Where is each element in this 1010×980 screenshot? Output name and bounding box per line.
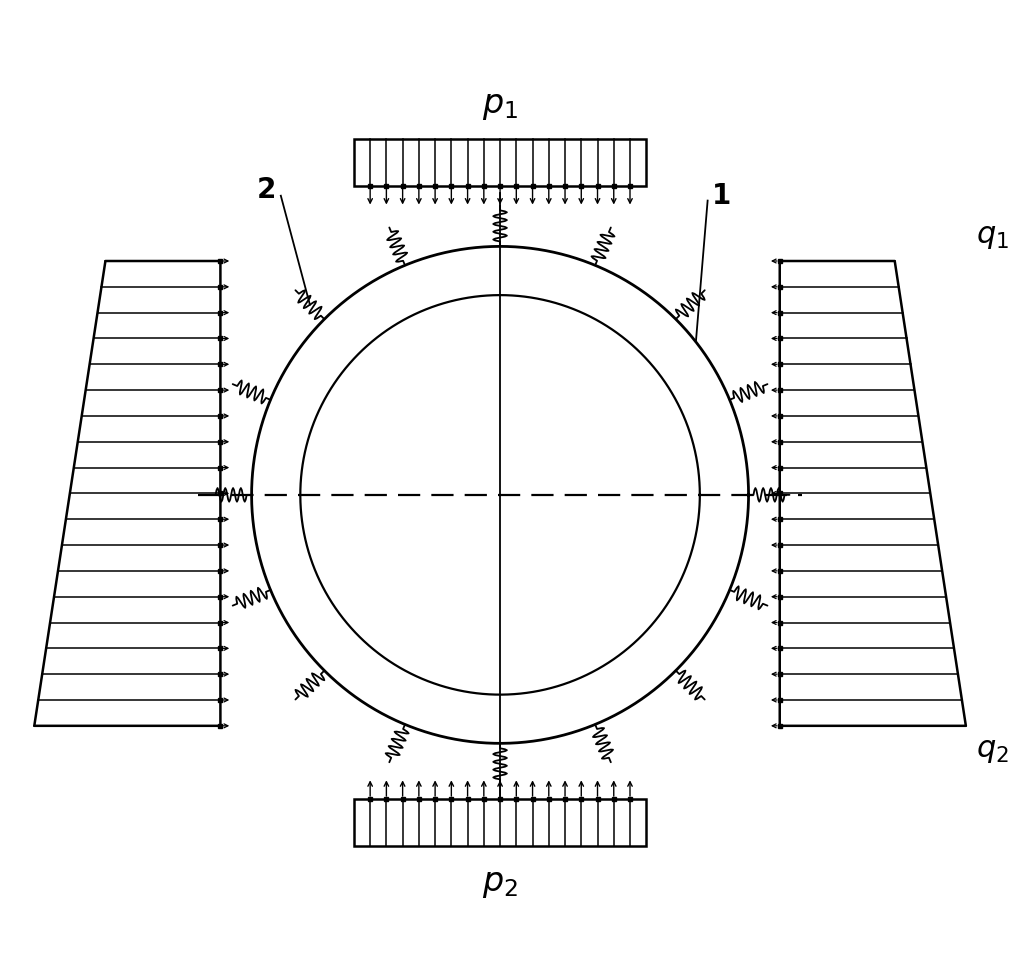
Bar: [354, 799, 646, 846]
Text: 2: 2: [257, 175, 276, 204]
Text: $q_2$: $q_2$: [976, 736, 1008, 764]
Text: $p_1$: $p_1$: [482, 88, 518, 122]
Text: $p_2$: $p_2$: [482, 867, 518, 900]
Bar: [354, 139, 646, 186]
Text: 1: 1: [712, 181, 731, 210]
Text: $q_1$: $q_1$: [976, 222, 1009, 251]
